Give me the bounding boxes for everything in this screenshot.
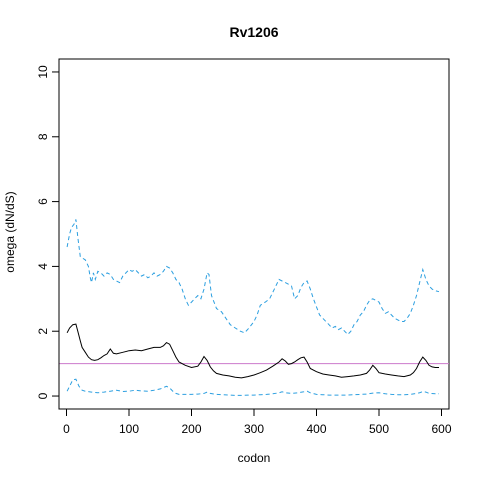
x-tick-label: 100 bbox=[119, 422, 139, 436]
series-line-3 bbox=[66, 378, 439, 396]
plot-area-border bbox=[58, 58, 450, 410]
y-axis-label: omega (dN/dS) bbox=[3, 191, 17, 272]
y-tick-label: 2 bbox=[36, 328, 50, 335]
x-tick-label: 300 bbox=[244, 422, 264, 436]
x-tick-label: 0 bbox=[63, 422, 70, 436]
chart-title: Rv1206 bbox=[229, 24, 278, 40]
y-tick-label: 0 bbox=[36, 392, 50, 399]
x-tick-label: 500 bbox=[369, 422, 389, 436]
series-line-2 bbox=[66, 219, 440, 336]
x-tick-label: 400 bbox=[306, 422, 326, 436]
series-layer bbox=[66, 219, 440, 396]
x-axis-label: codon bbox=[238, 451, 271, 465]
x-axis: 0 100 200 300 400 500 600 bbox=[63, 408, 452, 436]
y-tick-label: 8 bbox=[36, 133, 50, 140]
y-tick-label: 4 bbox=[36, 263, 50, 270]
y-axis: 0 2 4 6 8 10 bbox=[36, 65, 60, 399]
series-line-1 bbox=[66, 323, 439, 379]
y-tick-label: 10 bbox=[36, 65, 50, 79]
x-tick-label: 200 bbox=[181, 422, 201, 436]
y-tick-label: 6 bbox=[36, 198, 50, 205]
x-tick-label: 600 bbox=[431, 422, 451, 436]
